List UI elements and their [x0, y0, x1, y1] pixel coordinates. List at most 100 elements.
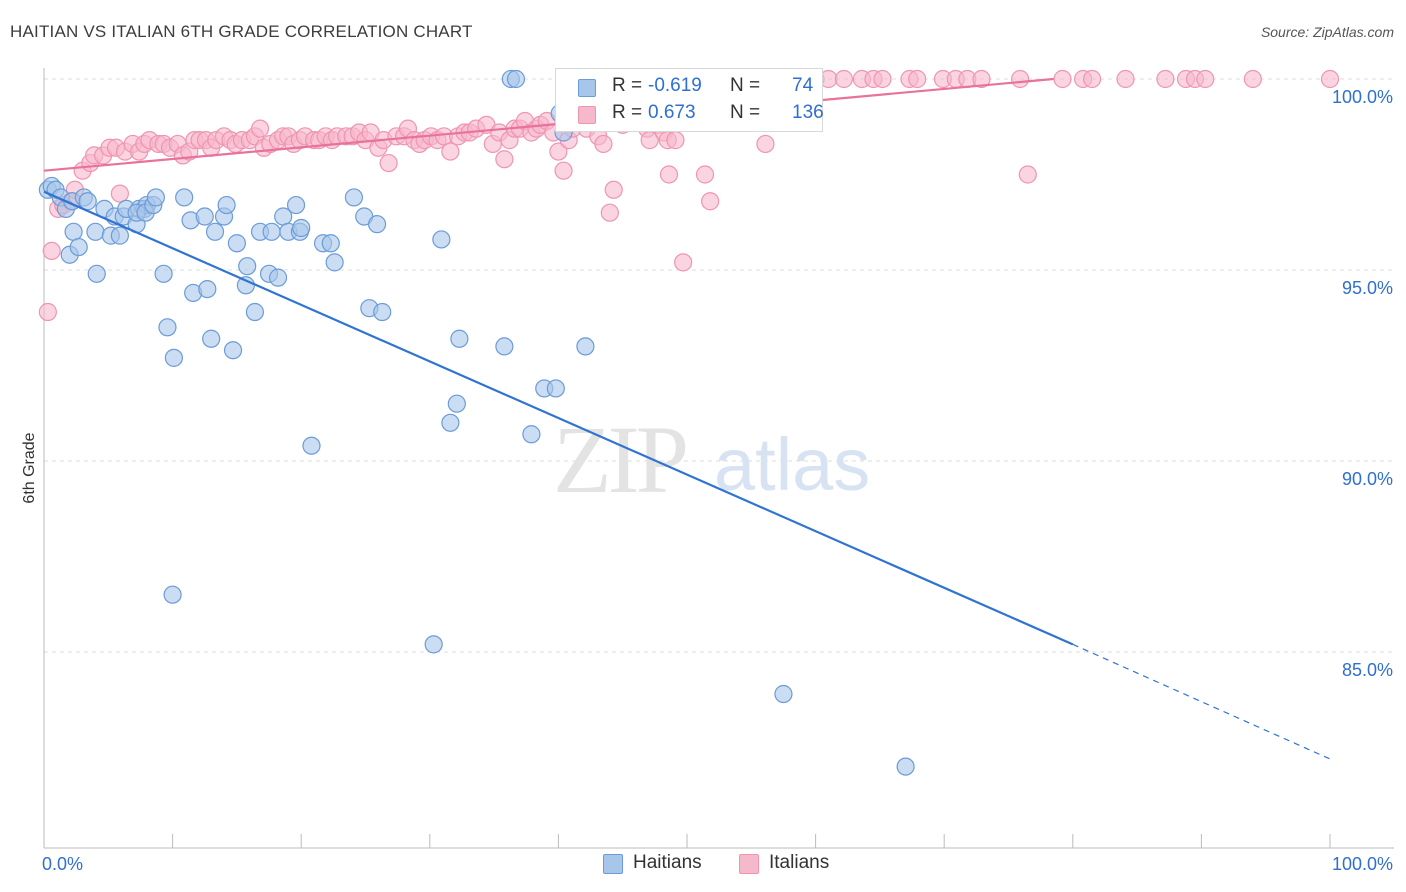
- haitian-point-34: [198, 280, 217, 299]
- italian-point-131: [1082, 69, 1102, 89]
- italian-point-66: [441, 142, 460, 161]
- haitian-point-28: [158, 318, 177, 337]
- haitian-point-61: [373, 302, 392, 322]
- haitian-point-65: [447, 394, 466, 413]
- legend-haitians-label: Haitians: [633, 852, 702, 873]
- haitian-point-7: [64, 222, 83, 241]
- italian-point-35: [250, 119, 270, 138]
- series-haitians-points: [38, 69, 915, 776]
- haitian-trendline-extension: [1072, 643, 1331, 760]
- haitian-point-78: [163, 585, 182, 604]
- italian-point-127: [1010, 69, 1030, 89]
- italian-point-128: [1018, 165, 1037, 184]
- source-credit: Source: ZipAtlas.com: [1260, 24, 1394, 40]
- italian-point-84: [549, 142, 568, 161]
- italians-r-value: 0.673: [648, 102, 696, 123]
- legend-italians-swatch: [739, 854, 759, 874]
- haitian-point-35: [202, 329, 221, 348]
- italian-point-0: [38, 302, 57, 322]
- haitian-point-8: [69, 237, 88, 257]
- haitians-swatch: [578, 79, 596, 97]
- haitian-point-46: [262, 222, 281, 241]
- haitian-point-40: [227, 234, 246, 253]
- trendlines: [43, 77, 1331, 760]
- haitian-point-56: [325, 253, 344, 272]
- haitian-point-64: [441, 413, 460, 432]
- haitian-point-42: [238, 257, 257, 276]
- legend-italians-label: Italians: [769, 852, 830, 873]
- y-tick-label-0: 100.0%: [1332, 87, 1393, 107]
- y-tick-label-1: 95.0%: [1342, 278, 1393, 298]
- haitian-point-69: [506, 69, 526, 89]
- haitian-point-27: [154, 264, 173, 283]
- haitian-point-16: [110, 226, 129, 245]
- italian-point-132: [1116, 69, 1135, 89]
- haitian-point-63: [432, 230, 451, 249]
- haitian-point-70: [522, 425, 541, 444]
- haitian-point-11: [86, 222, 105, 241]
- italian-point-111: [756, 134, 775, 154]
- haitian-point-53: [302, 436, 321, 455]
- italian-point-92: [594, 134, 613, 154]
- legend-haitians-swatch: [603, 854, 623, 874]
- stats-legend: R = -0.619 N = 74 R = 0.673 N = 136: [555, 68, 824, 132]
- haitian-trendline: [43, 190, 1074, 646]
- italian-point-129: [1053, 69, 1072, 89]
- italians-n-value: 136: [792, 102, 824, 123]
- haitian-point-66: [450, 329, 469, 348]
- haitian-point-72: [546, 379, 565, 398]
- italian-point-56: [379, 153, 398, 173]
- italian-point-126: [972, 69, 991, 89]
- haitian-point-30: [175, 188, 194, 207]
- haitian-point-52: [292, 218, 311, 238]
- italian-point-136: [1196, 69, 1215, 89]
- haitian-point-29: [164, 348, 183, 367]
- italian-point-94: [604, 180, 623, 199]
- x-tick-label-1: 100.0%: [1332, 854, 1393, 874]
- haitian-point-76: [774, 684, 793, 704]
- italian-point-138: [1320, 69, 1340, 89]
- italian-point-139: [674, 253, 693, 272]
- italians-n-label: N =: [730, 102, 761, 123]
- italian-point-133: [1156, 69, 1175, 89]
- haitians-n-value: 74: [792, 75, 814, 96]
- haitians-r-label: R =: [612, 75, 643, 96]
- italians-r-label: R =: [612, 102, 643, 123]
- italian-point-1: [42, 241, 61, 260]
- chart-title: HAITIAN VS ITALIAN 6TH GRADE CORRELATION…: [10, 22, 473, 41]
- haitian-point-36: [205, 222, 225, 241]
- italian-point-137: [1243, 69, 1262, 89]
- legend-item-haitians[interactable]: Haitians: [603, 852, 713, 876]
- italian-point-120: [873, 69, 892, 89]
- watermark-zip: ZIP: [553, 406, 686, 513]
- tick-labels: 100.0% 95.0% 90.0% 85.0% 0.0% 100.0%: [42, 87, 1393, 874]
- legend-item-italians[interactable]: Italians: [739, 852, 849, 876]
- haitians-r-value: -0.619: [648, 75, 702, 96]
- italian-point-107: [701, 192, 720, 211]
- italian-point-93: [600, 203, 619, 222]
- haitians-n-label: N =: [730, 75, 761, 96]
- haitian-point-47: [268, 268, 288, 287]
- haitian-point-57: [344, 188, 364, 207]
- haitian-point-12: [87, 264, 106, 283]
- y-tick-label-2: 90.0%: [1342, 469, 1393, 489]
- haitian-point-55: [321, 234, 340, 253]
- italian-point-12: [110, 184, 129, 203]
- italian-point-117: [834, 69, 853, 89]
- italian-point-122: [908, 69, 927, 89]
- haitian-point-43: [245, 302, 265, 322]
- haitian-point-77: [896, 757, 915, 776]
- haitian-point-39: [223, 341, 243, 360]
- y-tick-label-3: 85.0%: [1342, 660, 1393, 680]
- y-axis-label: 6th Grade: [21, 432, 38, 503]
- italian-point-85: [554, 161, 573, 180]
- x-tick-label-0: 0.0%: [42, 854, 83, 874]
- italian-point-74: [495, 150, 514, 169]
- italian-point-103: [666, 131, 685, 150]
- haitian-point-75: [576, 337, 595, 356]
- italian-trendline: [43, 77, 1054, 172]
- italians-swatch: [578, 106, 596, 124]
- haitian-point-50: [286, 195, 306, 215]
- haitian-point-60: [367, 215, 387, 234]
